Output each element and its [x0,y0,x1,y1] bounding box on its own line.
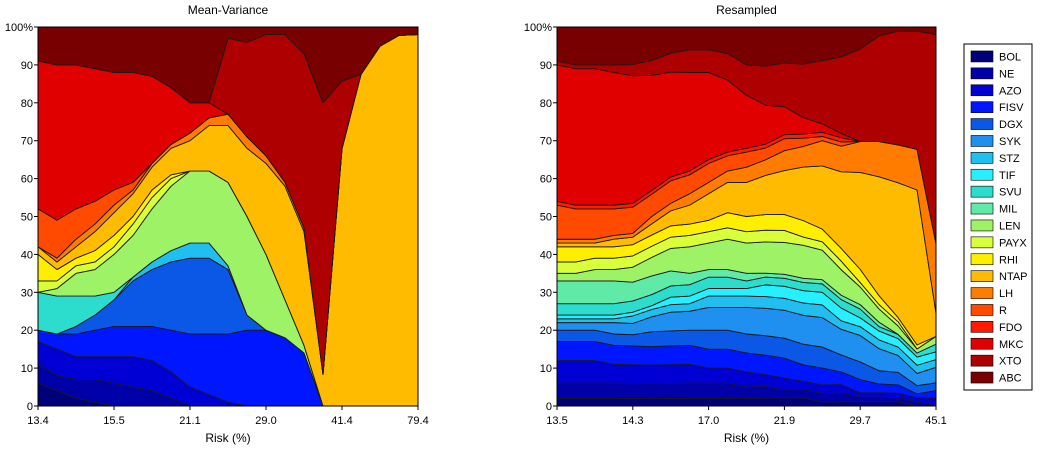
legend: BOL NE AZO FISV DGX SYK STZ TIF SVU MIL LEN PAYX RHI… [964,44,1032,390]
legend-swatch-syk [971,135,993,146]
rs-y-tick-label: 20 [540,325,552,337]
rs-y-tick-label: 70 [540,136,552,148]
legend-swatch-rhi [971,254,993,265]
mv-y-tick-label: 0 [27,401,33,413]
mv-x-tick-label: 29.0 [255,415,276,427]
mv-x-tick-label: 79.4 [407,415,428,427]
rs-x-tick-label: 45.1 [925,415,946,427]
legend-swatch-stz [971,152,993,163]
rs-y-tick-label: 30 [540,287,552,299]
mv-x-tick-label: 41.4 [331,415,352,427]
mv-y-tick-label: 70 [21,136,33,148]
mv-y-tick-label: 100% [5,22,33,34]
rs-y-tick-label: 10 [540,363,552,375]
legend-label-ne: NE [999,68,1014,80]
mv-chart-title: Mean-Variance [188,3,269,17]
legend-swatch-azo [971,85,993,96]
mv-x-tick-label: 13.4 [27,415,48,427]
legend-swatch-fisv [971,102,993,113]
legend-label-rhi: RHI [999,254,1018,266]
rs-x-tick-label: 14.3 [622,415,643,427]
legend-label-svu: SVU [999,187,1022,199]
mv-y-tick-label: 90 [21,60,33,72]
legend-swatch-payx [971,237,993,248]
legend-swatch-bol [971,51,993,62]
rs-y-tick-label: 90 [540,60,552,72]
rs-y-tick-label: 80 [540,98,552,110]
legend-swatch-xto [971,355,993,366]
rs-y-tick-label: 100% [524,22,552,34]
legend-label-lh: LH [999,288,1013,300]
resampled-panel: Resampled 0 10 20 30 40 50 60 70 80 90 100% 13.5 14.3… [524,3,947,445]
mv-y-tick-label: 40 [21,249,33,261]
legend-label-fisv: FISV [999,102,1024,114]
legend-label-xto: XTO [999,356,1022,368]
legend-swatch-mkc [971,338,993,349]
legend-swatch-ne [971,68,993,79]
legend-label-len: LEN [999,220,1020,232]
legend-label-fdo: FDO [999,322,1023,334]
legend-swatch-dgx [971,119,993,130]
legend-swatch-mil [971,203,993,214]
legend-label-dgx: DGX [999,119,1024,131]
legend-swatch-lh [971,288,993,299]
rs-x-tick-label: 13.5 [546,415,567,427]
rs-x-tick-label: 21.9 [774,415,795,427]
legend-label-stz: STZ [999,153,1020,165]
mv-x-axis-label: Risk (%) [205,431,250,445]
rs-x-tick-label: 29.7 [849,415,870,427]
legend-label-azo: AZO [999,85,1022,97]
legend-label-payx: PAYX [999,237,1027,249]
legend-label-mil: MIL [999,204,1017,216]
rs-x-axis-label: Risk (%) [724,431,769,445]
legend-swatch-svu [971,186,993,197]
mv-y-tick-label: 60 [21,174,33,186]
legend-swatch-fdo [971,321,993,332]
mv-y-tick-label: 10 [21,363,33,375]
rs-x-tick-label: 17.0 [698,415,719,427]
rs-y-tick-label: 0 [546,401,552,413]
mv-y-tick-label: 20 [21,325,33,337]
mv-x-tick-label: 15.5 [103,415,124,427]
legend-label-r: R [999,305,1007,317]
rs-y-tick-label: 40 [540,249,552,261]
mv-y-tick-label: 80 [21,98,33,110]
rs-chart-title: Resampled [716,3,777,17]
legend-label-bol: BOL [999,51,1021,63]
legend-label-abc: ABC [999,373,1022,385]
mean-variance-panel: Mean-Variance 0 10 20 30 40 50 60 70 80 90 100% 13.4… [5,3,429,445]
rs-y-tick-label: 50 [540,212,552,224]
rs-y-tick-label: 60 [540,174,552,186]
legend-swatch-len [971,220,993,231]
legend-swatch-tif [971,169,993,180]
mv-y-tick-label: 50 [21,212,33,224]
legend-label-ntap: NTAP [999,271,1028,283]
legend-swatch-r [971,304,993,315]
legend-swatch-abc [971,372,993,383]
mv-y-tick-label: 30 [21,287,33,299]
legend-label-syk: SYK [999,136,1022,148]
legend-label-mkc: MKC [999,339,1024,351]
legend-swatch-ntap [971,271,993,282]
legend-label-tif: TIF [999,170,1016,182]
mv-x-tick-label: 21.1 [179,415,200,427]
